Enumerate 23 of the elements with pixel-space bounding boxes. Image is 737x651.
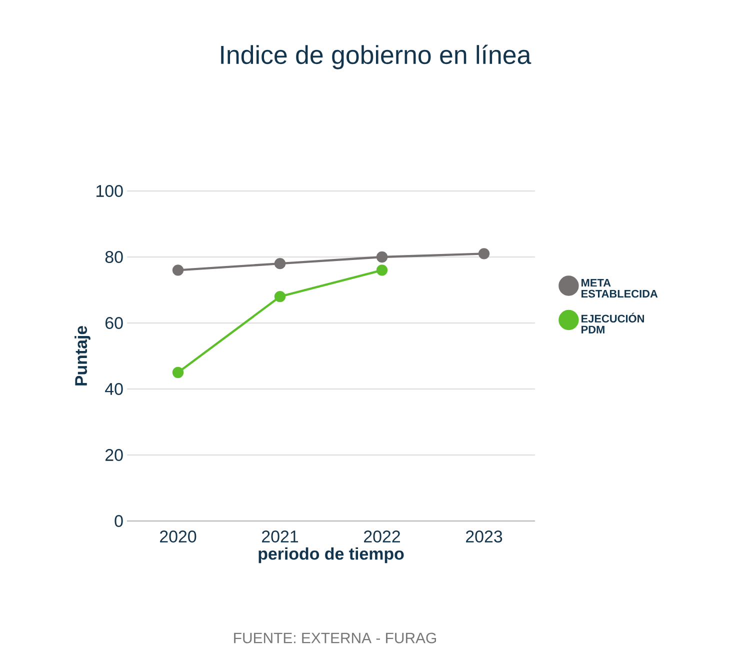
point	[172, 366, 184, 378]
x-tick-label: 2022	[364, 530, 400, 543]
point	[274, 290, 286, 302]
y-axis-title: Puntaje	[74, 326, 90, 386]
y-tick-label: 100	[96, 184, 123, 197]
x-axis-title: periodo de tiempo	[258, 547, 404, 564]
source-note: FUENTE: EXTERNA - FURAG	[234, 632, 436, 644]
point	[478, 248, 490, 260]
x-tick-label: 2020	[160, 530, 196, 543]
x-tick-label: 2023	[466, 530, 502, 543]
y-tick-label: 0	[114, 514, 123, 527]
legend-label: EJECUCIÓN PDM	[582, 312, 644, 334]
chart-title: Indice de gobierno en línea	[221, 44, 532, 70]
legend-label: META ESTABLECIDA	[582, 279, 658, 298]
y-tick-label: 80	[105, 250, 123, 263]
y-tick-label: 20	[106, 448, 123, 461]
point	[274, 258, 286, 270]
y-tick-label: 60	[106, 316, 123, 329]
y-tick-label: 40	[105, 382, 123, 395]
point	[376, 264, 388, 276]
point	[172, 264, 184, 276]
x-tick-label: 2021	[262, 530, 298, 543]
point	[376, 251, 388, 263]
